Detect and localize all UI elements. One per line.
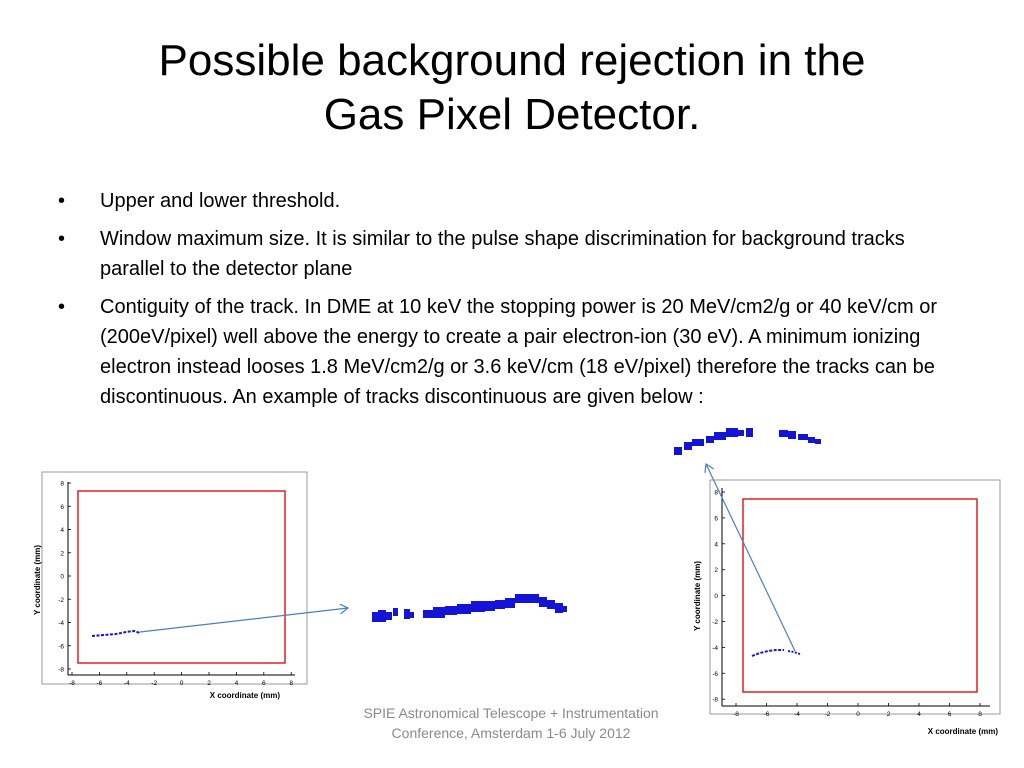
x-axis-label: X coordinate (mm) bbox=[928, 727, 999, 736]
y-tick-label: -4 bbox=[712, 645, 718, 652]
x-tick-label: -8 bbox=[733, 711, 739, 718]
slide-footer: SPIE Astronomical Telescope + Instrument… bbox=[363, 705, 659, 741]
title-line-2: Gas Pixel Detector. bbox=[323, 90, 701, 139]
bullet-text: Upper and lower threshold. bbox=[100, 190, 341, 212]
x-axis-label: X coordinate (mm) bbox=[210, 691, 281, 700]
y-axis-label: Y coordinate (mm) bbox=[693, 561, 702, 631]
x-tick-label: 8 bbox=[289, 680, 293, 687]
x-tick-label: 4 bbox=[235, 680, 239, 687]
y-tick-label: 0 bbox=[714, 593, 718, 600]
x-tick-label: -2 bbox=[825, 711, 831, 718]
x-tick-label: -6 bbox=[764, 711, 770, 718]
bullet-item: • Contiguity of the track. In DME at 10 … bbox=[58, 292, 970, 412]
track-trace bbox=[91, 629, 141, 637]
y-tick-label: -8 bbox=[58, 667, 64, 674]
y-tick-label: 6 bbox=[60, 504, 64, 511]
x-tick-label: 2 bbox=[887, 711, 891, 718]
y-tick-label: -6 bbox=[58, 643, 64, 650]
y-tick-label: -4 bbox=[58, 620, 64, 627]
y-tick-label: -6 bbox=[712, 671, 718, 678]
zoomed-track-right bbox=[674, 428, 821, 455]
y-tick-label: -2 bbox=[712, 619, 718, 626]
bullet-text: Window maximum size. It is similar to th… bbox=[100, 228, 905, 280]
zoomed-track-left bbox=[372, 594, 567, 622]
title-line-1: Possible background rejection in the bbox=[158, 36, 866, 85]
y-tick-label: 6 bbox=[714, 515, 718, 522]
x-axis-ticks: -8 -6 -4 -2 0 2 4 6 8 bbox=[733, 703, 982, 718]
y-tick-label: 4 bbox=[60, 527, 64, 534]
y-tick-label: 8 bbox=[60, 481, 64, 488]
y-tick-label: 2 bbox=[60, 550, 64, 557]
slide-title: Possible background rejection in the Gas… bbox=[60, 34, 964, 142]
y-axis-label: Y coordinate (mm) bbox=[33, 545, 42, 615]
right-track-plot: 8 6 4 2 0 -2 -4 -6 -8 -8 -6 -4 -2 0 2 4 6 8 Y coordinate… bbox=[693, 479, 1001, 736]
y-tick-label: 0 bbox=[60, 574, 64, 581]
bullet-marker: • bbox=[58, 190, 66, 212]
region-box bbox=[77, 490, 286, 664]
y-tick-label: -2 bbox=[58, 597, 64, 604]
plot-frame bbox=[41, 471, 308, 685]
plot-frame bbox=[709, 479, 1001, 715]
x-tick-label: -6 bbox=[97, 680, 103, 687]
x-tick-label: -4 bbox=[794, 711, 800, 718]
y-tick-label: 8 bbox=[714, 490, 718, 497]
x-tick-label: 6 bbox=[948, 711, 952, 718]
x-tick-label: 6 bbox=[262, 680, 266, 687]
bullet-item: • Window maximum size. It is similar to … bbox=[58, 224, 970, 284]
bullet-marker: • bbox=[58, 228, 66, 250]
x-tick-label: 2 bbox=[207, 680, 211, 687]
y-axis-ticks: 8 6 4 2 0 -2 -4 -6 -8 bbox=[58, 481, 71, 674]
y-tick-label: -8 bbox=[712, 697, 718, 704]
x-tick-label: 0 bbox=[856, 711, 860, 718]
left-track-plot: 8 6 4 2 0 -2 -4 -6 -8 -8 -6 -4 -2 0 2 4 6 8 Y coordinate… bbox=[33, 471, 308, 700]
x-tick-label: 0 bbox=[180, 680, 184, 687]
x-tick-label: 8 bbox=[978, 711, 982, 718]
x-tick-label: -2 bbox=[151, 680, 157, 687]
x-tick-label: -4 bbox=[124, 680, 130, 687]
x-tick-label: -8 bbox=[69, 680, 75, 687]
x-axis-ticks: -8 -6 -4 -2 0 2 4 6 8 bbox=[69, 672, 293, 687]
bullet-marker: • bbox=[58, 296, 66, 318]
y-tick-label: 4 bbox=[714, 541, 718, 548]
bullet-list: • Upper and lower threshold. • Window ma… bbox=[58, 186, 970, 420]
bullet-item: • Upper and lower threshold. bbox=[58, 186, 970, 216]
y-tick-label: 2 bbox=[714, 567, 718, 574]
bullet-text: Contiguity of the track. In DME at 10 ke… bbox=[100, 296, 938, 408]
x-tick-label: 4 bbox=[917, 711, 921, 718]
